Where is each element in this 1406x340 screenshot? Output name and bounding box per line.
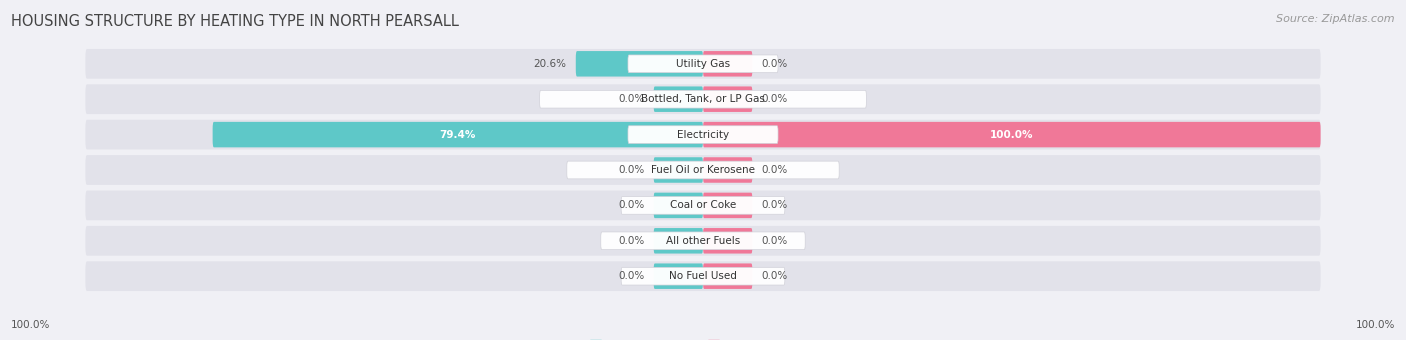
Text: Electricity: Electricity bbox=[676, 130, 730, 140]
FancyBboxPatch shape bbox=[703, 51, 752, 76]
FancyBboxPatch shape bbox=[621, 267, 785, 285]
FancyBboxPatch shape bbox=[621, 197, 785, 214]
FancyBboxPatch shape bbox=[654, 157, 703, 183]
FancyBboxPatch shape bbox=[703, 193, 752, 218]
Text: Source: ZipAtlas.com: Source: ZipAtlas.com bbox=[1277, 14, 1395, 23]
Text: 0.0%: 0.0% bbox=[619, 200, 644, 210]
FancyBboxPatch shape bbox=[212, 122, 703, 147]
FancyBboxPatch shape bbox=[654, 86, 703, 112]
FancyBboxPatch shape bbox=[567, 161, 839, 179]
FancyBboxPatch shape bbox=[86, 120, 1320, 150]
Text: 0.0%: 0.0% bbox=[762, 59, 787, 69]
FancyBboxPatch shape bbox=[703, 157, 752, 183]
FancyBboxPatch shape bbox=[628, 55, 778, 73]
Text: 0.0%: 0.0% bbox=[762, 165, 787, 175]
Text: 100.0%: 100.0% bbox=[990, 130, 1033, 140]
Text: 0.0%: 0.0% bbox=[619, 94, 644, 104]
FancyBboxPatch shape bbox=[703, 122, 1320, 147]
FancyBboxPatch shape bbox=[86, 190, 1320, 220]
Text: Utility Gas: Utility Gas bbox=[676, 59, 730, 69]
Text: 100.0%: 100.0% bbox=[11, 320, 51, 330]
Text: 0.0%: 0.0% bbox=[619, 236, 644, 246]
Text: 0.0%: 0.0% bbox=[762, 236, 787, 246]
FancyBboxPatch shape bbox=[86, 84, 1320, 114]
FancyBboxPatch shape bbox=[654, 193, 703, 218]
FancyBboxPatch shape bbox=[86, 261, 1320, 291]
FancyBboxPatch shape bbox=[576, 51, 703, 76]
FancyBboxPatch shape bbox=[86, 226, 1320, 256]
FancyBboxPatch shape bbox=[86, 49, 1320, 79]
Text: 79.4%: 79.4% bbox=[440, 130, 477, 140]
Text: Fuel Oil or Kerosene: Fuel Oil or Kerosene bbox=[651, 165, 755, 175]
Text: 0.0%: 0.0% bbox=[619, 271, 644, 281]
FancyBboxPatch shape bbox=[540, 90, 866, 108]
Text: No Fuel Used: No Fuel Used bbox=[669, 271, 737, 281]
Text: Coal or Coke: Coal or Coke bbox=[669, 200, 737, 210]
Text: All other Fuels: All other Fuels bbox=[666, 236, 740, 246]
Text: Bottled, Tank, or LP Gas: Bottled, Tank, or LP Gas bbox=[641, 94, 765, 104]
FancyBboxPatch shape bbox=[703, 86, 752, 112]
FancyBboxPatch shape bbox=[703, 228, 752, 254]
FancyBboxPatch shape bbox=[628, 126, 778, 143]
Text: HOUSING STRUCTURE BY HEATING TYPE IN NORTH PEARSALL: HOUSING STRUCTURE BY HEATING TYPE IN NOR… bbox=[11, 14, 460, 29]
FancyBboxPatch shape bbox=[654, 264, 703, 289]
Text: 20.6%: 20.6% bbox=[533, 59, 567, 69]
FancyBboxPatch shape bbox=[703, 264, 752, 289]
FancyBboxPatch shape bbox=[86, 155, 1320, 185]
Text: 0.0%: 0.0% bbox=[762, 94, 787, 104]
FancyBboxPatch shape bbox=[654, 228, 703, 254]
Text: 100.0%: 100.0% bbox=[1355, 320, 1395, 330]
Text: 0.0%: 0.0% bbox=[619, 165, 644, 175]
Text: 0.0%: 0.0% bbox=[762, 200, 787, 210]
FancyBboxPatch shape bbox=[600, 232, 806, 250]
Text: 0.0%: 0.0% bbox=[762, 271, 787, 281]
